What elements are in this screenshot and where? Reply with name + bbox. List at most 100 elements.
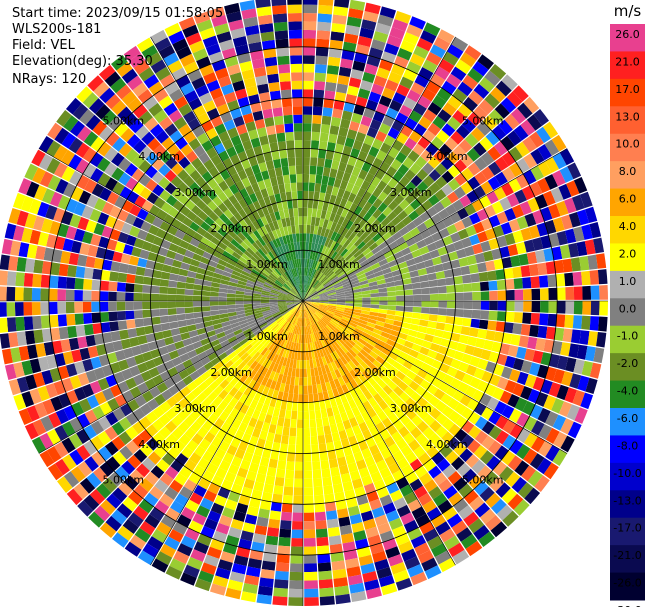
ray-gate <box>13 393 27 411</box>
ray-gate <box>319 301 329 303</box>
ray-gate <box>240 228 250 239</box>
ring-label: 5.00km <box>102 474 144 487</box>
ray-gate <box>273 158 282 169</box>
ray-gate <box>362 235 372 245</box>
ray-gate <box>83 131 99 147</box>
ray-gate <box>369 350 379 360</box>
ray-gate <box>519 201 533 216</box>
ray-gate <box>280 338 286 348</box>
ray-gate <box>40 315 51 329</box>
ray-gate <box>295 317 299 326</box>
ray-gate <box>371 332 381 340</box>
ray-gate <box>261 257 269 266</box>
ray-gate <box>334 311 344 317</box>
ray-gate <box>305 308 310 318</box>
ray-gate <box>446 73 462 88</box>
ray-gate <box>300 309 303 318</box>
ray-gate <box>214 123 227 135</box>
ray-gate <box>265 329 274 337</box>
ray-gate <box>273 335 280 344</box>
ray-gate <box>112 532 129 548</box>
ray-gate <box>342 330 351 339</box>
ray-gate <box>382 231 392 241</box>
ray-gate <box>376 254 386 263</box>
ray-gate <box>223 393 234 404</box>
ray-gate <box>329 261 337 270</box>
ray-gate <box>441 183 454 196</box>
ray-gate <box>404 169 416 181</box>
ray-gate <box>370 262 381 270</box>
ray-gate <box>409 323 420 332</box>
ray-gate <box>365 587 382 600</box>
ray-gate <box>139 443 154 457</box>
ray-gate <box>237 96 250 108</box>
ray-gate <box>168 30 185 45</box>
ray-gate <box>269 142 279 152</box>
ray-gate <box>374 324 384 332</box>
ray-gate <box>316 331 323 340</box>
ray-gate <box>159 189 171 202</box>
ray-gate <box>392 450 405 463</box>
ray-gate <box>585 377 598 395</box>
ray-gate <box>304 284 308 293</box>
ray-gate <box>374 343 384 352</box>
ray-gate <box>369 308 379 313</box>
ray-gate <box>310 278 316 287</box>
ray-gate <box>477 231 489 243</box>
ray-gate <box>433 36 451 51</box>
ray-gate <box>263 178 272 189</box>
ray-gate <box>215 161 227 174</box>
ray-gate <box>268 342 276 351</box>
ray-gate <box>398 351 409 360</box>
ray-gate <box>420 228 432 239</box>
colorbar-tick-label: 13.0 <box>615 110 640 123</box>
colorbar-tick-label: 8.0 <box>619 165 637 178</box>
ray-gate <box>345 303 354 307</box>
ray-gate <box>167 59 183 74</box>
ray-gate <box>199 27 216 40</box>
ray-gate <box>309 289 317 296</box>
ray-gate <box>273 21 288 32</box>
ray-gate <box>172 334 183 343</box>
ray-gate <box>447 95 463 110</box>
ray-gate <box>352 288 362 293</box>
ray-gate <box>354 386 363 397</box>
ray-gate <box>393 497 407 510</box>
ray-gate <box>474 252 486 264</box>
ray-gate <box>134 394 147 408</box>
ray-gate <box>312 324 317 333</box>
ray-gate <box>116 301 126 311</box>
ray-gate <box>194 346 205 355</box>
ray-gate <box>460 153 474 168</box>
ray-gate <box>272 13 288 23</box>
ray-gate <box>440 338 451 348</box>
ray-gate <box>461 420 475 434</box>
ray-gate <box>380 331 391 339</box>
ray-gate <box>264 56 278 67</box>
ray-gate <box>186 270 197 279</box>
ray-gate <box>324 433 333 444</box>
ray-gate <box>91 451 106 467</box>
ray-gate <box>369 285 379 291</box>
ray-gate <box>288 165 296 175</box>
ray-gate <box>187 118 201 131</box>
ray-gate <box>556 230 568 246</box>
ray-gate <box>374 250 384 259</box>
ray-gate <box>122 496 138 512</box>
ray-gate <box>367 376 377 387</box>
ray-gate <box>218 514 233 527</box>
ray-gate <box>24 258 36 273</box>
ray-gate <box>291 89 303 98</box>
ray-gate <box>29 358 42 374</box>
ray-gate <box>117 272 128 283</box>
ray-gate <box>324 364 331 374</box>
ray-gate <box>291 72 303 82</box>
ray-gate <box>361 286 370 292</box>
ray-gate <box>320 254 326 264</box>
ray-gate <box>310 148 319 158</box>
ray-gate <box>178 223 190 234</box>
ray-gate <box>255 316 265 322</box>
ray-gate <box>51 249 63 263</box>
ray-gate <box>218 389 229 400</box>
ray-gate <box>396 132 409 145</box>
